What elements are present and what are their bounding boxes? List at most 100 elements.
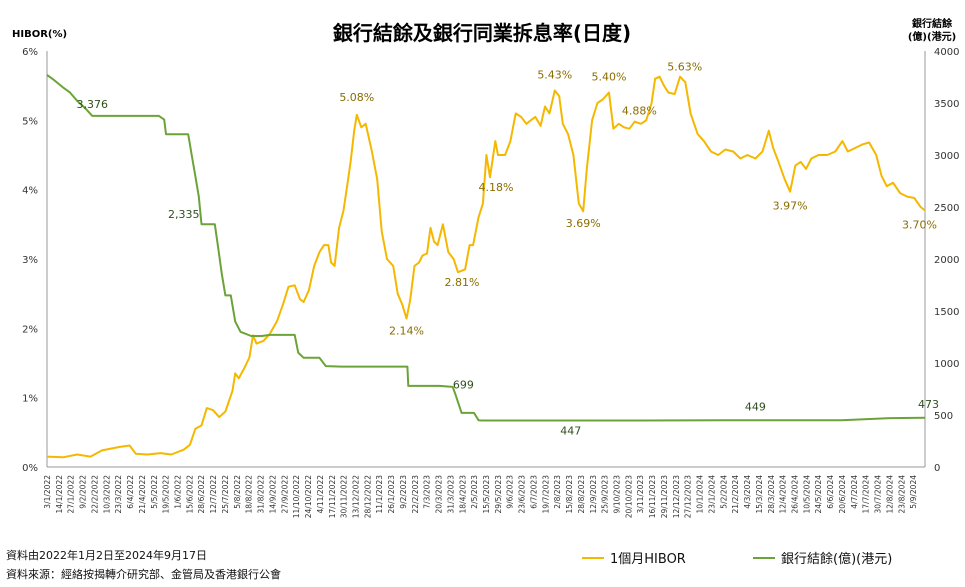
left-tick-label: 2% — [22, 324, 38, 335]
legend: 1個月HIBOR 銀行結餘(億)(港元) — [582, 551, 892, 567]
data-label: 2.14% — [389, 325, 424, 338]
x-tick-label: 3/11/2023 — [636, 475, 645, 514]
x-tick-label: 9/6/2023 — [506, 475, 515, 509]
x-tick-label: 19/7/2023 — [541, 475, 550, 514]
x-tick-label: 29/11/2023 — [660, 475, 669, 518]
x-tick-label: 3/1/2022 — [43, 475, 52, 509]
x-tick-label: 20/6/2024 — [838, 475, 847, 514]
footer-source: 資料來源：經絡按揭轉介研究部、金管局及香港銀行公會 — [6, 567, 281, 581]
chart-title: 銀行結餘及銀行同業拆息率(日度) — [333, 21, 631, 45]
right-axis-ticks: 0 500 1000 1500 2000 2500 3000 3500 4000 — [934, 47, 959, 474]
x-tick-label: 5/8/2022 — [233, 475, 242, 509]
x-tick-label: 23/6/2023 — [518, 475, 527, 514]
left-tick-label: 5% — [22, 116, 38, 127]
x-tick-label: 12/8/2024 — [885, 475, 894, 514]
left-tick-label: 6% — [22, 47, 38, 58]
right-tick-label: 3000 — [934, 151, 959, 162]
x-tick-label: 20/3/2023 — [435, 475, 444, 514]
x-tick-label: 27/9/2022 — [280, 475, 289, 514]
x-tick-label: 18/8/2022 — [245, 475, 254, 514]
right-tick-label: 1000 — [934, 359, 959, 370]
series-layer — [46, 74, 926, 459]
data-label: 4.18% — [479, 181, 514, 194]
right-tick-label: 4000 — [934, 47, 959, 58]
x-tick-label: 6/4/2022 — [126, 475, 135, 509]
x-tick-label: 10/1/2024 — [696, 475, 705, 514]
left-axis-ticks: 0% 1% 2% 3% 4% 5% 6% — [22, 47, 38, 474]
right-tick-label: 0 — [934, 463, 940, 474]
right-tick-label: 500 — [934, 411, 953, 422]
x-tick-label: 2/5/2023 — [470, 475, 479, 509]
x-tick-label: 1/6/2022 — [174, 475, 183, 509]
x-tick-label: 11/1/2023 — [375, 475, 384, 514]
x-tick-label: 28/12/2022 — [363, 475, 372, 518]
left-tick-label: 0% — [22, 463, 38, 474]
hibor-series-line — [46, 75, 926, 459]
annotation-layer: 3,376 2,335 699 447 449 473 5.08% 2.14% 2.81% 4.1… — [77, 61, 939, 438]
x-tick-label: 21/4/2022 — [138, 475, 147, 514]
data-label: 447 — [560, 425, 581, 438]
data-label: 449 — [745, 400, 766, 413]
left-tick-label: 3% — [22, 255, 38, 266]
x-tick-label: 29/5/2023 — [494, 475, 503, 514]
x-tick-label: 30/11/2022 — [340, 475, 349, 518]
x-tick-label: 30/7/2024 — [874, 475, 883, 514]
x-tick-label: 13/12/2022 — [352, 475, 361, 518]
x-tick-label: 5/9/2024 — [909, 475, 918, 509]
x-tick-label: 12/4/2024 — [779, 475, 788, 514]
x-tick-label: 28/6/2022 — [197, 475, 206, 514]
legend-label-balance: 銀行結餘(億)(港元) — [781, 551, 892, 567]
data-label: 473 — [918, 398, 939, 411]
x-tick-label: 15/8/2023 — [565, 475, 574, 514]
x-tick-label: 12/12/2023 — [672, 475, 681, 518]
x-tick-label: 26/1/2023 — [387, 475, 396, 514]
x-tick-label: 17/11/2022 — [328, 475, 337, 518]
x-tick-label: 22/2/2022 — [91, 475, 100, 514]
x-tick-label: 24/5/2024 — [814, 475, 823, 514]
x-tick-label: 9/10/2023 — [613, 475, 622, 514]
x-tick-label: 31/3/2023 — [446, 475, 455, 514]
legend-label-hibor: 1個月HIBOR — [610, 552, 686, 567]
x-tick-label: 6/7/2023 — [530, 475, 539, 509]
x-tick-label: 27/12/2023 — [684, 475, 693, 518]
x-tick-label: 7/3/2023 — [423, 475, 432, 509]
x-tick-label: 9/2/2022 — [79, 475, 88, 509]
x-tick-label: 15/6/2022 — [185, 475, 194, 514]
data-label: 5.40% — [592, 71, 627, 84]
x-axis-ticks: 3/1/2022 14/1/2022 27/1/2022 9/2/2022 22/2/2… — [43, 475, 918, 518]
x-tick-label: 25/9/2023 — [601, 475, 610, 514]
x-tick-label: 5/5/2022 — [150, 475, 159, 509]
data-label: 2.81% — [445, 276, 480, 289]
x-tick-label: 4/7/2024 — [850, 475, 859, 509]
x-tick-label: 28/3/2024 — [767, 475, 776, 514]
bank-balance-series-line — [46, 74, 926, 422]
x-tick-label: 4/3/2024 — [743, 475, 752, 509]
data-label: 699 — [453, 378, 474, 391]
right-tick-label: 2000 — [934, 255, 959, 266]
x-tick-label: 21/2/2024 — [731, 475, 740, 514]
x-tick-label: 18/4/2023 — [458, 475, 467, 514]
left-tick-label: 4% — [22, 186, 38, 197]
x-tick-label: 22/2/2023 — [411, 475, 420, 514]
data-label: 5.08% — [339, 91, 374, 104]
data-label: 2,335 — [168, 208, 200, 221]
right-tick-label: 1500 — [934, 307, 959, 318]
x-tick-label: 5/2/2024 — [719, 475, 728, 509]
data-label: 5.63% — [667, 61, 702, 74]
x-tick-label: 23/1/2024 — [707, 475, 716, 514]
data-label: 3,376 — [77, 98, 109, 111]
x-tick-label: 20/10/2023 — [624, 475, 633, 518]
data-label: 3.69% — [566, 217, 601, 230]
right-axis-title-line2: (億)(港元) — [908, 30, 956, 43]
x-tick-label: 12/7/2022 — [209, 475, 218, 514]
right-tick-label: 2500 — [934, 203, 959, 214]
footer-date-range: 資料由2022年1月2日至2024年9月17日 — [6, 548, 207, 562]
right-axis-title-line1: 銀行結餘 — [912, 17, 953, 30]
x-tick-label: 25/7/2022 — [221, 475, 230, 514]
x-tick-label: 14/1/2022 — [55, 475, 64, 514]
data-label: 4.88% — [622, 105, 657, 118]
x-tick-label: 4/11/2022 — [316, 475, 325, 514]
data-label: 5.43% — [537, 69, 572, 82]
x-tick-label: 2/8/2023 — [553, 475, 562, 509]
